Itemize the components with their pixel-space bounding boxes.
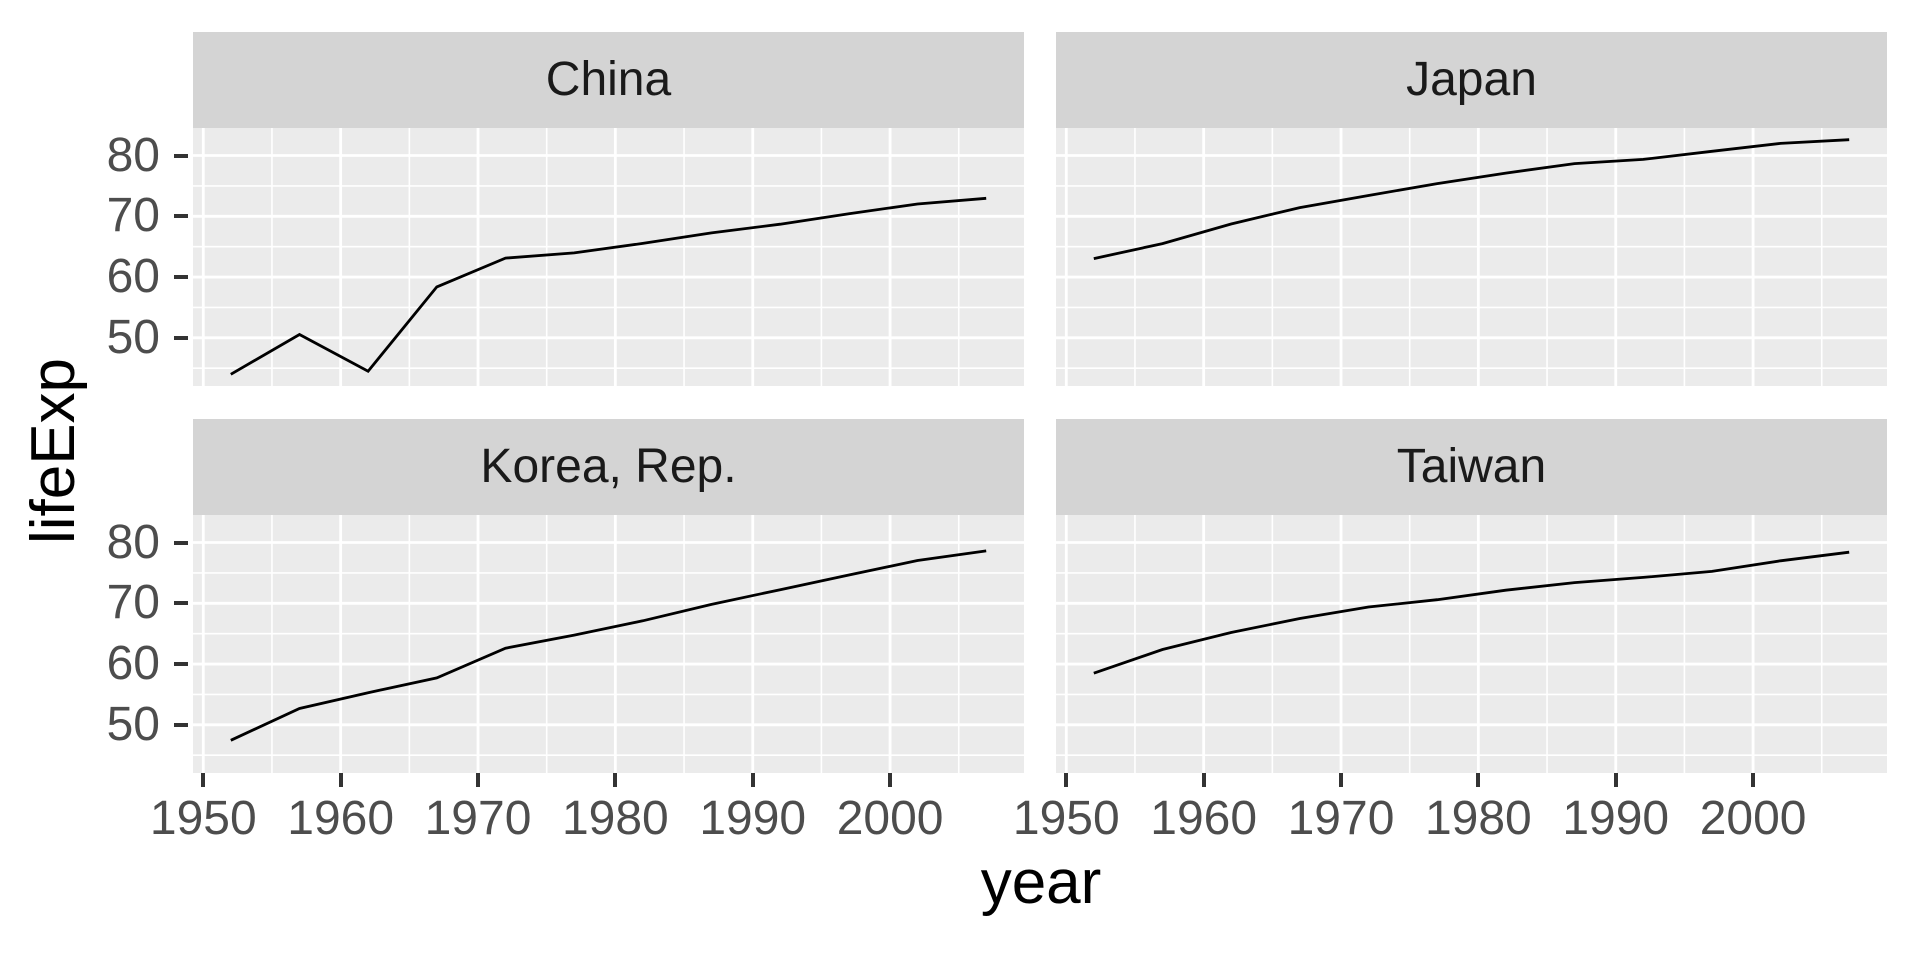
x-tick-mark-1990: [750, 773, 755, 787]
x-tick-mark-1980: [1476, 773, 1481, 787]
x-tick-mark-1970: [476, 773, 480, 787]
x-tick-label-1950: 1950: [149, 792, 257, 845]
facet-label-china: China: [545, 53, 672, 106]
panel-background: [193, 515, 1024, 773]
x-tick-label-1980: 1980: [1424, 792, 1532, 845]
x-tick-label-2000: 2000: [836, 792, 944, 845]
y-tick-mark-80: [174, 153, 188, 158]
panel-japan: [1056, 128, 1887, 386]
y-tick-mark-70: [174, 214, 188, 219]
facet-label-taiwan: Taiwan: [1396, 440, 1547, 493]
x-tick-label-1990: 1990: [699, 792, 807, 845]
y-tick-mark-50: [174, 722, 188, 727]
x-tick-label-1990: 1990: [1562, 792, 1670, 845]
y-tick-label-80: 80: [106, 128, 160, 182]
x-tick-label-1960: 1960: [287, 792, 395, 845]
panel-taiwan: [1056, 515, 1887, 773]
x-axis-title: year: [980, 848, 1102, 917]
facet-strip-china: China: [193, 32, 1024, 128]
x-tick-mark-1960: [1201, 773, 1206, 787]
y-tick-mark-80: [174, 540, 188, 545]
y-tick-mark-70: [174, 601, 188, 606]
x-tick-mark-1950: [1064, 773, 1069, 787]
facet-label-korea-rep: Korea, Rep.: [480, 440, 737, 493]
facet-strip-japan: Japan: [1056, 32, 1887, 128]
x-tick-label-1960: 1960: [1150, 792, 1258, 845]
x-tick-mark-1950: [201, 773, 206, 787]
facet-strip-taiwan: Taiwan: [1056, 419, 1887, 515]
x-tick-label-1970: 1970: [424, 792, 532, 845]
panel-background: [1056, 128, 1887, 386]
x-tick-mark-1980: [613, 773, 618, 787]
y-tick-label-70: 70: [106, 189, 160, 243]
x-tick-label-1970: 1970: [1287, 792, 1395, 845]
panel-china: [193, 128, 1024, 386]
panel-background: [193, 128, 1024, 386]
x-tick-mark-1970: [1339, 773, 1343, 787]
line-japan: [1093, 138, 1850, 260]
x-tick-mark-2000: [888, 773, 893, 787]
y-tick-mark-60: [174, 275, 188, 280]
line-china: [230, 196, 987, 376]
x-tick-mark-2000: [1751, 773, 1756, 787]
x-tick-mark-1990: [1613, 773, 1618, 787]
facet-label-japan: Japan: [1406, 53, 1537, 106]
y-tick-mark-60: [174, 662, 188, 667]
x-tick-label-1950: 1950: [1012, 792, 1120, 845]
line-korea-rep: [230, 549, 987, 742]
y-tick-label-70: 70: [106, 576, 160, 630]
x-tick-mark-1960: [338, 773, 343, 787]
panel-background: [1056, 515, 1887, 773]
line-taiwan: [1093, 550, 1850, 675]
panel-korea-rep: [193, 515, 1024, 773]
y-tick-label-60: 60: [106, 637, 160, 691]
y-axis-title: lifeExp: [19, 357, 88, 545]
facet-strip-korea-rep: Korea, Rep.: [193, 419, 1024, 515]
x-tick-label-2000: 2000: [1699, 792, 1807, 845]
y-tick-mark-50: [174, 335, 188, 340]
y-tick-label-60: 60: [106, 250, 160, 304]
y-tick-label-80: 80: [106, 515, 160, 569]
y-tick-label-50: 50: [106, 697, 160, 751]
x-tick-label-1980: 1980: [561, 792, 669, 845]
y-tick-label-50: 50: [106, 310, 160, 364]
